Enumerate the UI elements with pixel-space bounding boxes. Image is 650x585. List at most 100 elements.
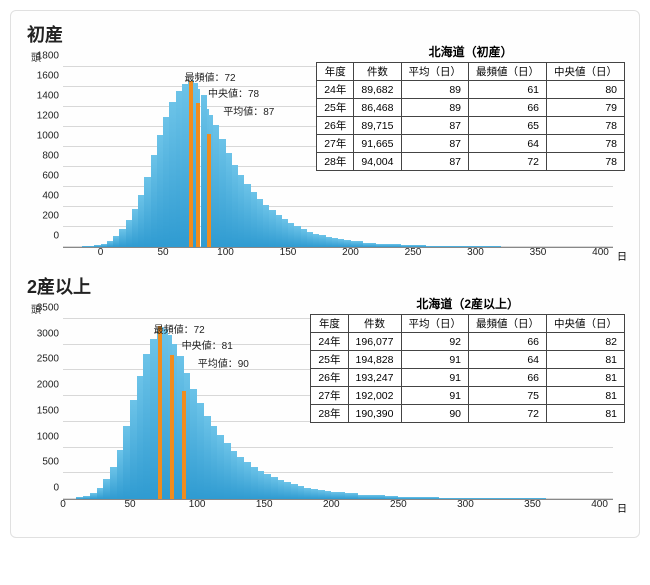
histogram-bar [217, 435, 224, 499]
table-cell: 193,247 [348, 369, 401, 387]
chart-panel: 2産以上頭0500100015002000250030003500最頻値：72中… [21, 273, 629, 521]
stat-marker [207, 134, 211, 247]
y-tick-label: 2000 [37, 380, 63, 391]
x-ticks: 050100150200250300350400 [63, 499, 613, 515]
table-cell: 190,390 [348, 405, 401, 423]
table-cell: 86,468 [354, 99, 401, 117]
histogram-bar [311, 489, 318, 499]
x-tick-label: 250 [405, 247, 422, 258]
data-table: 北海道（2産以上）年度件数平均（日）最頻値（日）中央値（日）24年196,077… [310, 295, 625, 423]
table-row: 25年194,828916481 [311, 351, 625, 369]
table-cell: 24年 [317, 81, 354, 99]
table-header-cell: 平均（日） [401, 315, 469, 333]
table-cell: 89 [401, 81, 469, 99]
table-cell: 91 [401, 369, 469, 387]
histogram-bar [325, 491, 332, 499]
y-tick-label: 3000 [37, 328, 63, 339]
histogram-bar [103, 479, 110, 499]
histogram-bar [244, 462, 251, 499]
x-tick-label: 0 [60, 499, 66, 510]
table-cell: 25年 [311, 351, 348, 369]
histogram-bar [110, 467, 117, 499]
table-cell: 196,077 [348, 333, 401, 351]
table-cell: 26年 [311, 369, 348, 387]
table-header-cell: 件数 [354, 63, 401, 81]
histogram-bar [264, 474, 271, 499]
histogram-bar [331, 492, 344, 499]
histogram-bar [237, 457, 244, 499]
y-tick-label: 1000 [37, 431, 63, 442]
table-cell: 81 [547, 369, 625, 387]
y-tick-label: 1200 [37, 111, 63, 122]
table-cell: 27年 [311, 387, 348, 405]
histogram-bar [291, 484, 298, 499]
table-cell: 72 [469, 405, 547, 423]
table-header-cell: 中央値（日） [547, 315, 625, 333]
histogram-bar [143, 354, 150, 499]
table-row: 27年91,665876478 [317, 135, 625, 153]
table-cell: 75 [469, 387, 547, 405]
x-tick-label: 200 [342, 247, 359, 258]
table-header-cell: 年度 [317, 63, 354, 81]
table-cell: 80 [547, 81, 625, 99]
stat-marker-label: 中央値：81 [182, 337, 233, 352]
histogram-bar [284, 482, 291, 499]
y-tick-label: 1800 [37, 51, 63, 62]
table-cell: 25年 [317, 99, 354, 117]
table-cell: 89 [401, 99, 469, 117]
y-tick-label: 0 [53, 231, 63, 242]
x-tick-label: 400 [592, 247, 609, 258]
table-cell: 82 [547, 333, 625, 351]
table-cell: 91 [401, 387, 469, 405]
table-cell: 87 [401, 117, 469, 135]
table-caption: 北海道（初産） [316, 43, 625, 62]
table-cell: 92 [401, 333, 469, 351]
x-tick-label: 150 [280, 247, 297, 258]
y-tick-label: 800 [42, 151, 63, 162]
x-tick-label: 300 [457, 499, 474, 510]
table-cell: 87 [401, 135, 469, 153]
stat-marker-label: 平均値：90 [198, 355, 249, 370]
histogram-bar [318, 490, 325, 499]
histogram-bar [258, 471, 265, 499]
table-header-cell: 件数 [348, 315, 401, 333]
table-header-cell: 平均（日） [401, 63, 469, 81]
x-tick-label: 100 [189, 499, 206, 510]
chart-card: 初産頭020040060080010001200140016001800最頻値：… [10, 10, 640, 538]
x-tick-label: 150 [256, 499, 273, 510]
table-row: 28年94,004877278 [317, 153, 625, 171]
histogram-bar [150, 339, 157, 499]
y-tick-label: 400 [42, 191, 63, 202]
stat-marker [196, 103, 200, 247]
table-cell: 26年 [317, 117, 354, 135]
table-cell: 192,002 [348, 387, 401, 405]
stat-marker [189, 81, 193, 247]
stat-marker [182, 391, 186, 499]
y-tick-label: 0 [53, 483, 63, 494]
histogram-bar [271, 477, 278, 499]
table-row: 24年89,682896180 [317, 81, 625, 99]
table-cell: 65 [469, 117, 547, 135]
table-cell: 64 [469, 351, 547, 369]
table-cell: 91,665 [354, 135, 401, 153]
table-row: 25年86,468896679 [317, 99, 625, 117]
table-header-cell: 中央値（日） [547, 63, 625, 81]
table-cell: 79 [547, 99, 625, 117]
y-tick-label: 200 [42, 211, 63, 222]
stat-marker-label: 中央値：78 [208, 85, 259, 100]
table-cell: 28年 [317, 153, 354, 171]
x-tick-label: 200 [323, 499, 340, 510]
table-cell: 87 [401, 153, 469, 171]
y-tick-label: 1600 [37, 71, 63, 82]
histogram-bar [137, 376, 144, 499]
table-cell: 81 [547, 387, 625, 405]
table-cell: 66 [469, 333, 547, 351]
stat-marker-label: 最頻値：72 [185, 69, 236, 84]
table-row: 26年193,247916681 [311, 369, 625, 387]
y-tick-label: 2500 [37, 354, 63, 365]
table-cell: 91 [401, 351, 469, 369]
x-axis-unit: 日 [617, 500, 635, 515]
table-cell: 81 [547, 351, 625, 369]
data-table: 北海道（初産）年度件数平均（日）最頻値（日）中央値（日）24年89,682896… [316, 43, 625, 171]
y-tick-label: 3500 [37, 303, 63, 314]
